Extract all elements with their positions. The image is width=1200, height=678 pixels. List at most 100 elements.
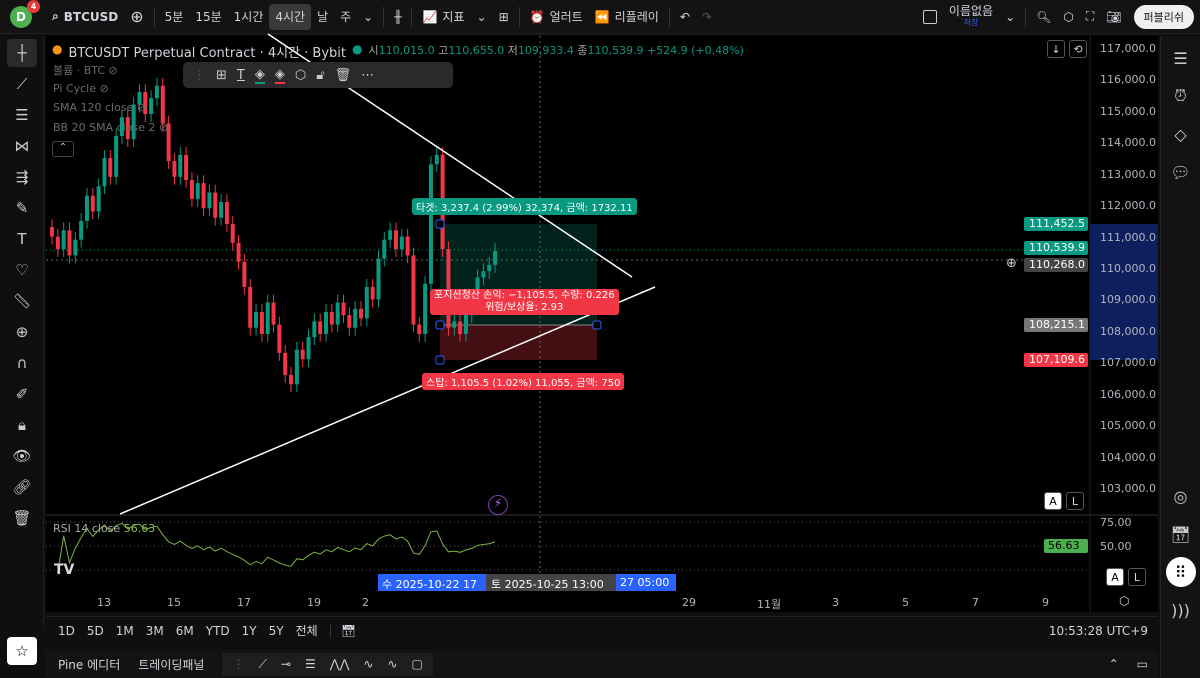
interval-1h[interactable]: 1시간 xyxy=(233,10,264,24)
fib-retracement-icon[interactable]: ☰ xyxy=(304,656,316,671)
log-scale-button[interactable]: L xyxy=(1066,492,1084,510)
indicator-sma[interactable]: SMA 120 close ⊘ xyxy=(53,101,146,114)
link-tool[interactable]: 🔗︎ xyxy=(7,473,37,501)
calendar-button[interactable]: 📅︎ xyxy=(1161,518,1200,550)
settings-button[interactable]: ⬡ xyxy=(1057,4,1079,30)
undo-button[interactable]: ↶ xyxy=(674,4,696,30)
compare-button[interactable]: ⊕ xyxy=(124,4,149,30)
interval-day[interactable]: 날 xyxy=(317,10,329,24)
fill-red-icon[interactable]: ◈ xyxy=(274,66,285,84)
range-5d[interactable]: 5D xyxy=(86,623,104,638)
brush-tool[interactable]: ✎ xyxy=(7,194,37,222)
auto-scale-button[interactable]: A xyxy=(1044,492,1062,510)
publish-button[interactable]: 퍼블리쉬 xyxy=(1133,4,1194,29)
range-1m[interactable]: 1M xyxy=(115,623,134,638)
chats-button[interactable]: 💬︎ xyxy=(1161,156,1200,188)
chart-type-button[interactable]: ╫ xyxy=(388,4,407,30)
magnet-tool[interactable]: ∩ xyxy=(7,349,37,377)
apps-button[interactable]: ⠿ xyxy=(1161,556,1200,588)
rectangle-icon[interactable]: ▢ xyxy=(411,656,423,671)
range-5y[interactable]: 5Y xyxy=(268,623,284,638)
event-marker-icon[interactable]: ⚡ xyxy=(488,495,508,515)
eye-hidden-icon[interactable]: ⊘ xyxy=(108,64,118,77)
fib-tool[interactable]: ☰ xyxy=(7,101,37,129)
indicator-pi-cycle[interactable]: Pi Cycle ⊘ xyxy=(53,82,109,95)
layouts-button[interactable]: ⊞ xyxy=(493,4,515,30)
redo-button[interactable]: ↷ xyxy=(696,4,718,30)
eye-hidden-icon[interactable]: ⊘ xyxy=(99,82,109,95)
maximize-panel-icon[interactable]: ▭ xyxy=(1136,657,1148,671)
template-icon[interactable]: ⊞ xyxy=(216,67,227,83)
range-1d[interactable]: 1D xyxy=(58,623,75,638)
drag-handle-icon[interactable]: ⋮ xyxy=(232,656,245,671)
indicators-dropdown[interactable]: ⌄ xyxy=(471,4,493,30)
range-6m[interactable]: 6M xyxy=(175,623,194,638)
goto-date-icon[interactable]: 📅︎ xyxy=(329,623,356,638)
time-axis-settings-icon[interactable]: ⬡ xyxy=(1119,594,1130,608)
interval-dropdown[interactable]: ⌄ xyxy=(357,4,379,30)
interval-week[interactable]: 주 xyxy=(340,10,352,24)
icon-tool[interactable]: ♡ xyxy=(7,256,37,284)
interval-5m[interactable]: 5분 xyxy=(164,10,184,24)
screenshot-button[interactable]: 📷︎ xyxy=(1100,4,1127,30)
clock[interactable]: 10:53:28 UTC+9 xyxy=(1048,623,1148,638)
range-3m[interactable]: 3M xyxy=(145,623,164,638)
abc-wave-icon[interactable]: ∿ xyxy=(387,656,398,671)
hide-tool[interactable]: 👁︎ xyxy=(7,442,37,470)
lock-tool[interactable]: 🔒︎ xyxy=(7,411,37,439)
chart-area[interactable] xyxy=(46,36,1158,612)
zoom-tool[interactable]: ⊕ xyxy=(7,318,37,346)
favorites-button[interactable]: ☆ xyxy=(7,637,37,665)
auto-scale-button[interactable]: A xyxy=(1106,568,1124,586)
crosshair-tool[interactable]: ┼ xyxy=(7,39,37,67)
eye-hidden-icon[interactable]: ⊘ xyxy=(158,121,169,134)
indicator-volume[interactable]: 볼륨 · BTC ⊘ xyxy=(53,62,118,78)
pine-editor-tab[interactable]: Pine 에디터 xyxy=(58,657,121,672)
more-icon[interactable]: ⋯ xyxy=(361,67,375,83)
interval-15m[interactable]: 15분 xyxy=(195,10,222,24)
drag-handle-icon[interactable]: ⋮ xyxy=(193,67,206,83)
collapse-legend-button[interactable]: ⌃ xyxy=(52,141,74,157)
stream-button[interactable]: ))) xyxy=(1161,594,1200,626)
pattern-tool[interactable]: ⋈ xyxy=(7,132,37,160)
stay-drawing-tool[interactable]: ✐ xyxy=(7,380,37,408)
alerts-button[interactable]: ⏰︎ xyxy=(1161,80,1200,112)
object-tree-button[interactable]: ◇ xyxy=(1161,118,1200,150)
watchlist-button[interactable]: ☰ xyxy=(1161,42,1200,74)
text-icon[interactable]: T xyxy=(236,67,245,83)
eye-hidden-icon[interactable]: ⊘ xyxy=(136,101,147,114)
trading-panel-tab[interactable]: 트레이딩패널 xyxy=(138,657,205,672)
forecast-tool[interactable]: ⇶ xyxy=(7,163,37,191)
measure-tool[interactable]: 📏︎ xyxy=(7,287,37,315)
layout-dropdown[interactable]: ⌄ xyxy=(999,4,1021,30)
trendline-icon[interactable]: ⟋ xyxy=(258,656,267,671)
range-1y[interactable]: 1Y xyxy=(241,623,257,638)
layout-toggle[interactable] xyxy=(917,4,943,30)
range-ytd[interactable]: YTD xyxy=(205,623,230,638)
alert-button[interactable]: ⏰ 얼러트 xyxy=(524,4,589,30)
fill-green-icon[interactable]: ◈ xyxy=(254,66,265,84)
settings-icon[interactable]: ⬡ xyxy=(294,67,307,83)
hotlists-button[interactable]: ◎ xyxy=(1161,480,1200,512)
trash-icon[interactable]: 🗑︎ xyxy=(334,67,352,83)
xabcd-pattern-icon[interactable]: ⋀⋀ xyxy=(329,656,350,671)
remove-tool[interactable]: 🗑︎ xyxy=(7,504,37,532)
indicators-button[interactable]: 📈 지표 xyxy=(416,4,470,30)
interval-4h[interactable]: 4시간 xyxy=(269,3,312,30)
reset-scale-button[interactable]: ⟲ xyxy=(1069,40,1087,58)
scroll-to-latest-button[interactable]: ↓ xyxy=(1047,40,1065,58)
quick-search-button[interactable]: 🔍︎ xyxy=(1030,4,1057,30)
horizontal-ray-icon[interactable]: ⊸ xyxy=(280,656,291,671)
fullscreen-button[interactable]: ⛶ xyxy=(1080,4,1100,30)
elliott-wave-icon[interactable]: ∿ xyxy=(363,656,374,671)
trendline-tool[interactable]: ⟋ xyxy=(7,70,37,98)
layout-name[interactable]: 이름없음 저장 xyxy=(943,4,999,30)
replay-button[interactable]: ⏪ 리플레이 xyxy=(589,4,665,30)
expand-panel-icon[interactable]: ⌃ xyxy=(1108,657,1119,671)
indicator-bb[interactable]: BB 20 SMA close 2 ⊘ xyxy=(53,121,168,134)
log-scale-button[interactable]: L xyxy=(1128,568,1146,586)
add-alert-plus-icon[interactable]: ⊕ xyxy=(1006,256,1017,271)
range-all[interactable]: 전체 xyxy=(295,624,318,638)
unlock-icon[interactable]: 🔓︎ xyxy=(316,67,325,83)
